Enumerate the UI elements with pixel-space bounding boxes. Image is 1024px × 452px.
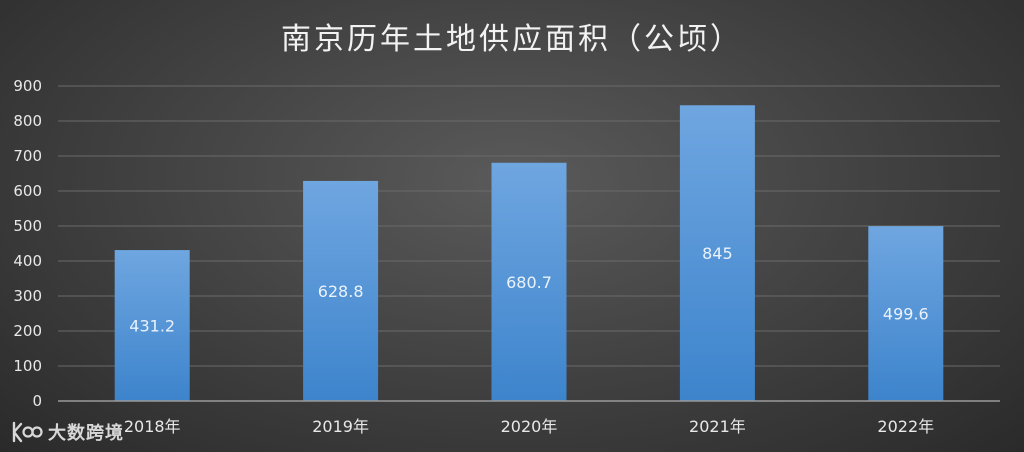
k100-logo-icon: [12, 421, 43, 443]
data-label: 431.2: [129, 317, 175, 336]
y-tick-label: 700: [13, 147, 42, 165]
data-labels: 431.2 628.8 680.7 845 499.6: [129, 244, 928, 335]
chart-title: 南京历年土地供应面积（公顷）: [281, 22, 743, 57]
y-tick-label: 300: [13, 287, 42, 305]
x-tick-label: 2021年: [689, 417, 746, 436]
y-tick-label: 400: [13, 252, 42, 270]
watermark-brand-text: 大数跨境: [48, 423, 124, 444]
data-label: 680.7: [506, 273, 552, 292]
bar: [491, 162, 567, 401]
y-tick-label: 900: [13, 77, 42, 95]
data-label: 499.6: [883, 305, 929, 324]
y-axis-ticks: 0 100 200 300 400 500 600 700 800 900: [13, 77, 42, 410]
x-tick-label: 2020年: [501, 417, 558, 436]
bar: [868, 226, 944, 401]
y-tick-label: 500: [13, 217, 42, 235]
x-tick-label: 2018年: [124, 417, 181, 436]
bars: [114, 105, 944, 401]
bar: [303, 180, 379, 401]
x-tick-label: 2019年: [312, 417, 369, 436]
y-tick-label: 0: [32, 392, 42, 410]
y-tick-label: 100: [13, 357, 42, 375]
y-tick-label: 800: [13, 112, 42, 130]
x-axis-ticks: 2018年 2019年 2020年 2021年 2022年: [124, 417, 934, 436]
data-label: 628.8: [318, 282, 364, 301]
bar: [114, 250, 190, 401]
watermark: 大数跨境: [10, 418, 124, 446]
y-tick-label: 200: [13, 322, 42, 340]
y-tick-label: 600: [13, 182, 42, 200]
data-label: 845: [702, 244, 733, 263]
bar: [679, 105, 755, 401]
x-tick-label: 2022年: [877, 417, 934, 436]
